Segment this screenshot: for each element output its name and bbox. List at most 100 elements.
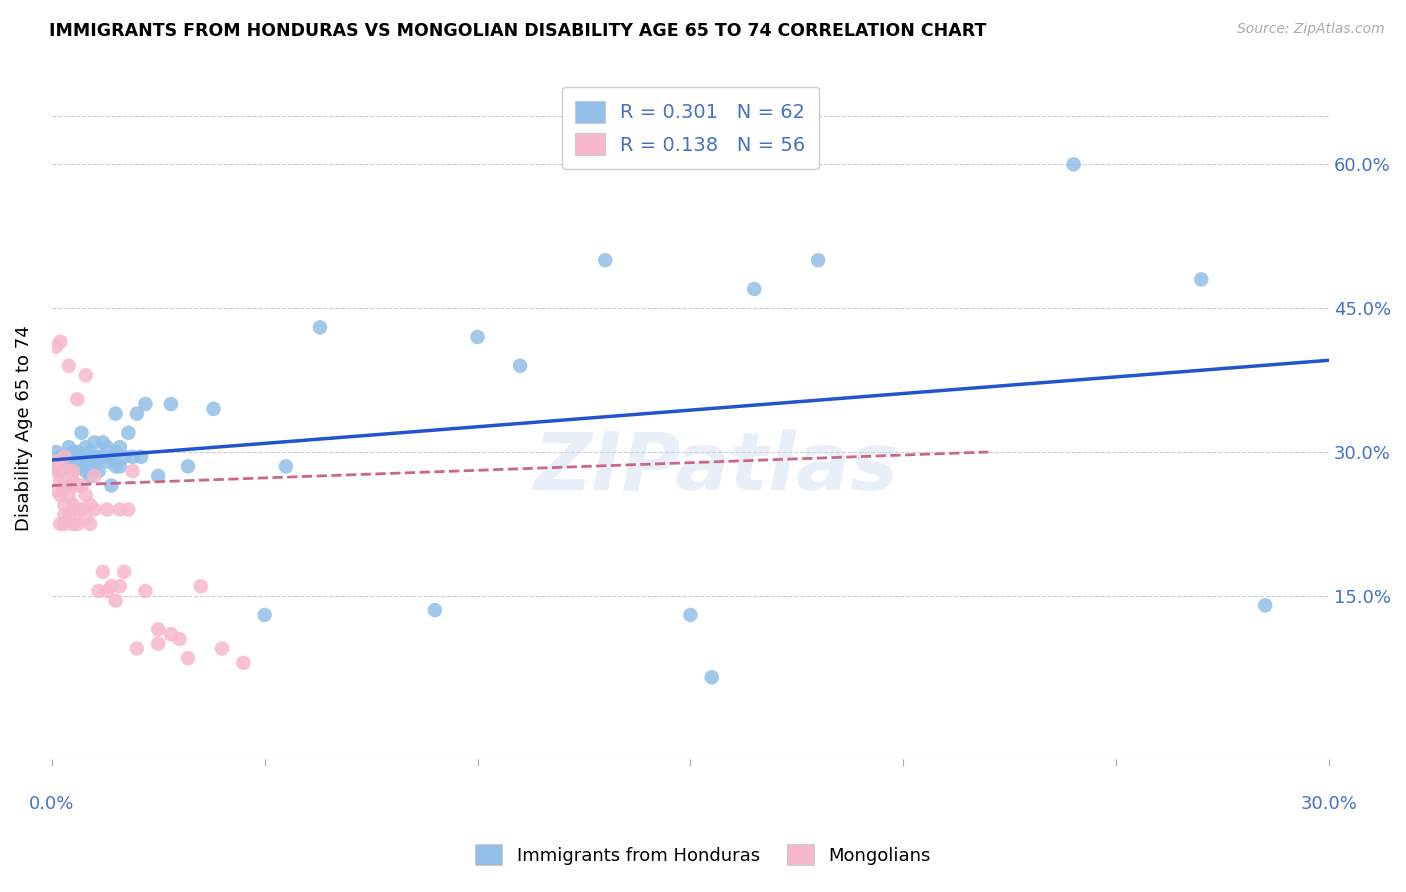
Point <box>75 464 97 478</box>
Point <box>134 584 156 599</box>
Point <box>53 450 76 464</box>
Point <box>108 502 131 516</box>
Point <box>53 478 76 492</box>
Point <box>53 508 76 522</box>
Point <box>49 516 72 531</box>
Point <box>53 498 76 512</box>
Point <box>121 450 143 464</box>
Point <box>58 478 80 492</box>
Point <box>423 603 446 617</box>
Point <box>112 565 135 579</box>
Point <box>83 469 105 483</box>
Text: 30.0%: 30.0% <box>1301 795 1357 814</box>
Point <box>1189 272 1212 286</box>
Point <box>700 670 723 684</box>
Point <box>91 450 114 464</box>
Point <box>134 397 156 411</box>
Point <box>66 478 89 492</box>
Point <box>75 488 97 502</box>
Point <box>49 488 72 502</box>
Point <box>53 459 76 474</box>
Point <box>104 593 127 607</box>
Legend: R = 0.301   N = 62, R = 0.138   N = 56: R = 0.301 N = 62, R = 0.138 N = 56 <box>562 87 818 169</box>
Text: IMMIGRANTS FROM HONDURAS VS MONGOLIAN DISABILITY AGE 65 TO 74 CORRELATION CHART: IMMIGRANTS FROM HONDURAS VS MONGOLIAN DI… <box>49 22 987 40</box>
Point <box>79 498 101 512</box>
Point <box>87 450 110 464</box>
Point <box>83 435 105 450</box>
Point <box>232 656 254 670</box>
Point <box>87 464 110 478</box>
Point <box>679 607 702 622</box>
Point <box>91 565 114 579</box>
Point <box>96 454 118 468</box>
Point <box>70 502 93 516</box>
Point <box>104 445 127 459</box>
Legend: Immigrants from Honduras, Mongolians: Immigrants from Honduras, Mongolians <box>467 835 939 874</box>
Point <box>62 516 84 531</box>
Point <box>62 464 84 478</box>
Point <box>70 478 93 492</box>
Point <box>160 627 183 641</box>
Point <box>62 498 84 512</box>
Point <box>70 425 93 440</box>
Point <box>593 253 616 268</box>
Point <box>66 392 89 407</box>
Point <box>117 425 139 440</box>
Point <box>125 407 148 421</box>
Point <box>121 464 143 478</box>
Text: 0.0%: 0.0% <box>30 795 75 814</box>
Point <box>177 459 200 474</box>
Point <box>62 474 84 488</box>
Point <box>96 502 118 516</box>
Text: ZIPatlas: ZIPatlas <box>533 429 898 507</box>
Point <box>83 459 105 474</box>
Point <box>117 502 139 516</box>
Point <box>91 435 114 450</box>
Point <box>58 450 80 464</box>
Point <box>274 459 297 474</box>
Point <box>96 584 118 599</box>
Point <box>70 459 93 474</box>
Point <box>45 459 67 474</box>
Point <box>309 320 332 334</box>
Point <box>79 454 101 468</box>
Point <box>253 607 276 622</box>
Point <box>108 579 131 593</box>
Point <box>108 440 131 454</box>
Point <box>148 637 170 651</box>
Point <box>1254 599 1277 613</box>
Point <box>108 459 131 474</box>
Point <box>104 407 127 421</box>
Point <box>62 445 84 459</box>
Point <box>49 450 72 464</box>
Point <box>83 450 105 464</box>
Point <box>49 459 72 474</box>
Y-axis label: Disability Age 65 to 74: Disability Age 65 to 74 <box>15 326 32 531</box>
Point <box>70 450 93 464</box>
Point <box>58 440 80 454</box>
Point <box>83 502 105 516</box>
Point <box>58 508 80 522</box>
Point <box>66 502 89 516</box>
Point <box>45 454 67 468</box>
Point <box>190 579 212 593</box>
Point <box>211 641 233 656</box>
Point <box>45 339 67 353</box>
Point <box>62 450 84 464</box>
Point <box>125 641 148 656</box>
Point <box>66 445 89 459</box>
Point <box>75 368 97 383</box>
Point <box>169 632 191 646</box>
Point <box>1063 157 1085 171</box>
Point <box>49 464 72 478</box>
Point <box>509 359 531 373</box>
Point <box>467 330 489 344</box>
Point <box>742 282 765 296</box>
Point <box>112 450 135 464</box>
Point <box>58 464 80 478</box>
Point <box>79 516 101 531</box>
Point <box>160 397 183 411</box>
Point <box>49 334 72 349</box>
Point <box>45 445 67 459</box>
Point <box>148 623 170 637</box>
